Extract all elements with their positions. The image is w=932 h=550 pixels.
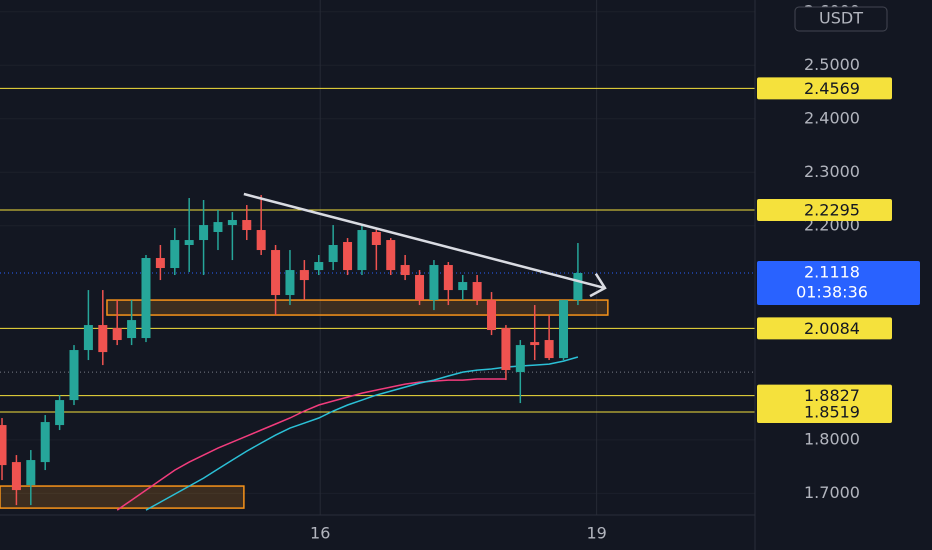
- candle-body: [199, 225, 209, 241]
- level-label: 2.0084: [804, 319, 860, 338]
- trendline: [243, 192, 606, 290]
- candle-body: [112, 328, 122, 341]
- candle-body: [83, 325, 93, 351]
- candle-body: [544, 340, 554, 359]
- currency-badge: [794, 6, 888, 32]
- candle-body: [227, 220, 237, 226]
- countdown-label: 01:38:36: [796, 282, 868, 301]
- level-label: 2.4569: [804, 79, 860, 98]
- y-tick-label: 2.4000: [804, 108, 860, 127]
- candle-body: [501, 328, 511, 371]
- candle-body: [256, 230, 266, 251]
- candle-body: [271, 250, 281, 296]
- candle-body: [573, 272, 583, 301]
- candle-body: [515, 345, 525, 373]
- candle-body: [443, 265, 453, 291]
- candle-body: [26, 460, 36, 486]
- plot-area: [0, 87, 755, 511]
- level-label: 1.8827: [804, 386, 860, 405]
- trendline-arrowhead: [589, 273, 607, 298]
- candle-body: [458, 282, 468, 291]
- candle-body: [415, 275, 425, 301]
- y-tick-label: 1.7000: [804, 483, 860, 502]
- candle-body: [98, 325, 108, 353]
- grid: [319, 0, 598, 515]
- candle-body: [213, 222, 223, 233]
- candle-body: [328, 245, 338, 263]
- level-label-box: [757, 199, 892, 222]
- candle-body: [184, 240, 194, 246]
- candle-body: [242, 220, 252, 231]
- last-price-box: [757, 260, 920, 305]
- candle-body: [285, 270, 295, 296]
- candle-body: [559, 300, 569, 359]
- candle-body: [155, 258, 165, 269]
- candle-body: [11, 462, 21, 491]
- candle-body: [472, 282, 482, 301]
- candle-body: [343, 242, 353, 271]
- candle-body: [386, 240, 396, 271]
- candle-body: [40, 422, 50, 463]
- candle-body: [127, 320, 137, 339]
- candle-body: [400, 265, 410, 276]
- zone: [106, 299, 609, 316]
- level-label: 1.8519: [804, 403, 860, 422]
- candle-body: [429, 265, 439, 301]
- level-label-box: [757, 77, 892, 100]
- y-tick-label: 2.5000: [804, 55, 860, 74]
- x-tick-label: 16: [310, 524, 330, 543]
- currency-label: USDT: [819, 9, 863, 28]
- candle-body: [69, 350, 79, 401]
- candle-body: [299, 270, 309, 281]
- y-tick-label: 2.3000: [804, 162, 860, 181]
- candle-body: [0, 425, 7, 466]
- candle-body: [314, 262, 324, 271]
- candle-body: [55, 400, 65, 426]
- last-price-label: 2.1118: [804, 262, 860, 281]
- candle-body: [487, 300, 497, 331]
- level-label-box: [757, 401, 892, 424]
- y-tick-label: 1.8000: [804, 429, 860, 448]
- level-label-box: [757, 317, 892, 340]
- level-label: 2.2295: [804, 201, 860, 220]
- candle-body: [170, 240, 180, 269]
- zone: [0, 485, 245, 509]
- candle-body: [371, 232, 381, 246]
- candle-body: [141, 258, 151, 339]
- candle-body: [530, 342, 540, 346]
- moving-average: [116, 378, 506, 511]
- candle-body: [357, 230, 367, 271]
- x-tick-label: 19: [586, 524, 606, 543]
